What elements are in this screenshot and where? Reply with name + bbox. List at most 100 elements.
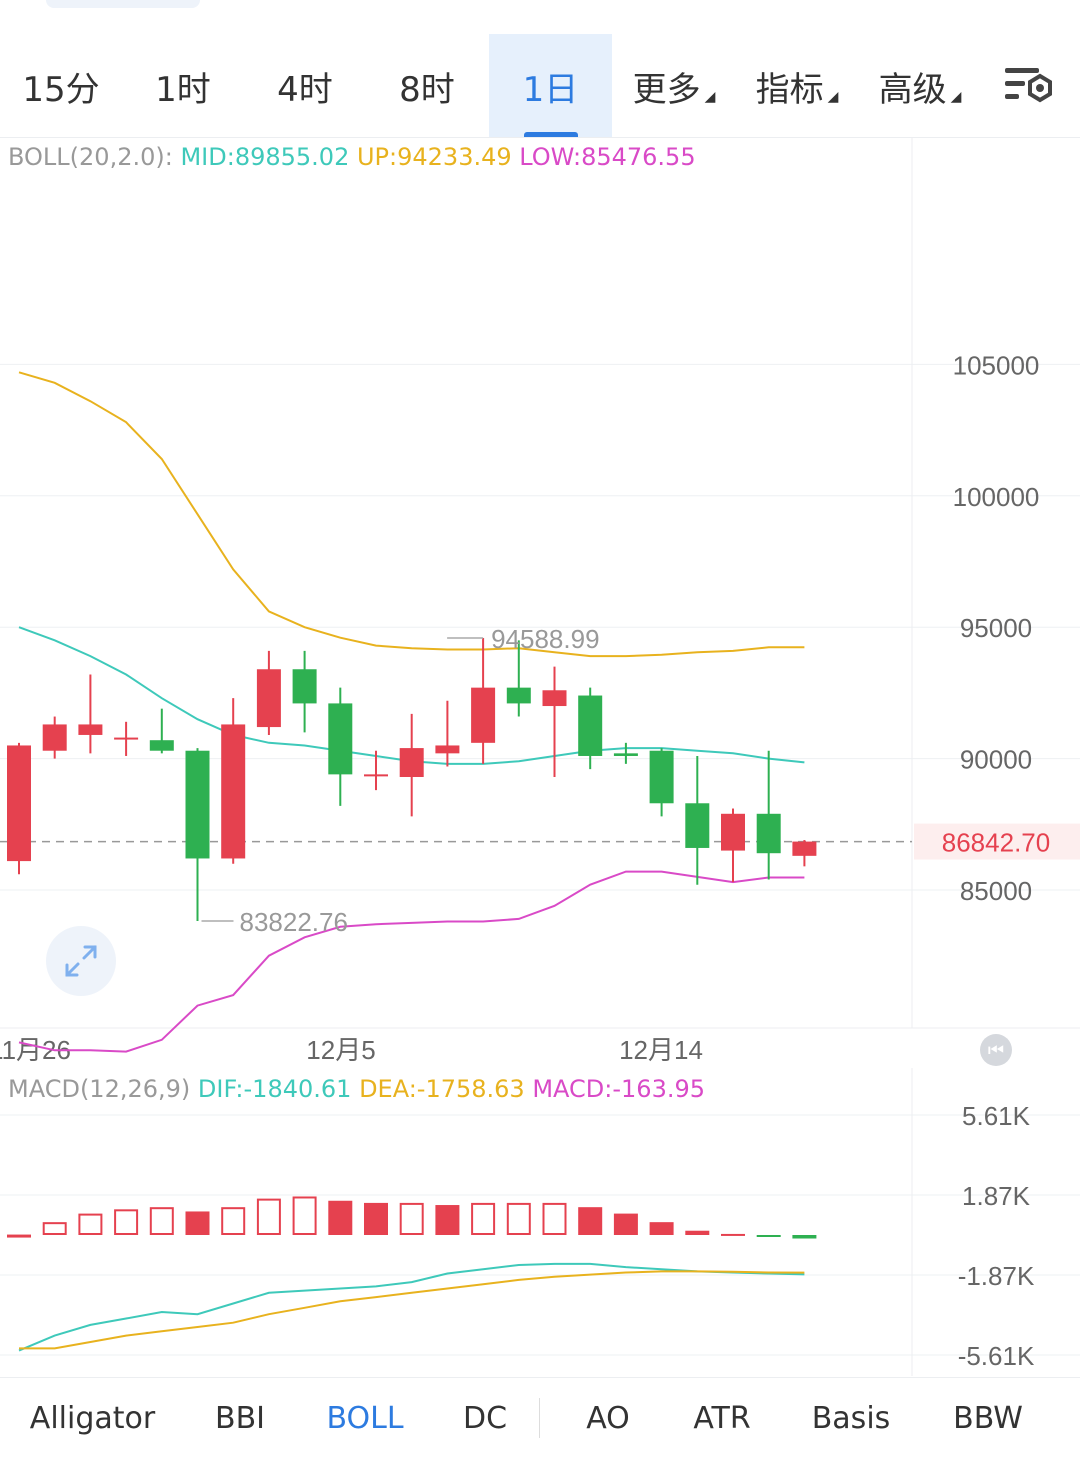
macd-legend: MACD(12,26,9) DIF:-1840.61 DEA:-1758.63 … xyxy=(8,1075,705,1103)
boll-legend-low: LOW:85476.55 xyxy=(519,143,696,171)
macd-histogram-bar xyxy=(721,1233,745,1236)
boll-upper-line xyxy=(18,371,805,658)
macd-histogram-bar xyxy=(435,1205,460,1235)
y-axis-tick-label: 1.87K xyxy=(962,1181,1031,1211)
y-axis-tick-label: -5.61K xyxy=(958,1341,1035,1371)
candle-body xyxy=(364,774,388,777)
macd-dif-line xyxy=(18,1262,805,1352)
chart-canvas[interactable]: 10500010000095000900008500011月2612月512月1… xyxy=(0,0,1080,1378)
rewind-icon: ⏮ xyxy=(987,1039,1005,1061)
macd-histogram-bar xyxy=(399,1202,424,1236)
candle-body xyxy=(649,750,674,804)
macd-dea-line xyxy=(19,1270,805,1350)
indicator-tab-label: BOLL xyxy=(326,1400,404,1436)
tab-label: 高级 xyxy=(878,69,947,110)
indicator-tab-atr[interactable]: ATR xyxy=(666,1378,778,1458)
tab-8h[interactable]: 8时 xyxy=(366,34,488,138)
chart-settings-button[interactable] xyxy=(990,34,1070,138)
tab-label: 8时 xyxy=(399,69,455,110)
y-axis-tick-label: 5.61K xyxy=(962,1101,1031,1131)
divider xyxy=(0,1377,1080,1378)
divider xyxy=(0,137,1080,138)
macd-histogram-bar xyxy=(292,1196,317,1235)
indicator-tab-label: BBW xyxy=(953,1400,1023,1436)
indicator-tab-bbw[interactable]: BBW xyxy=(924,1378,1052,1458)
candle-body xyxy=(42,724,67,751)
period-tabbar: 15分 1时 4时 8时 1日 更多 ◢ 指标 ◢ 高级 ◢ xyxy=(0,34,1080,138)
y-axis-tick-label: 100000 xyxy=(953,482,1040,512)
tab-label: 更多 xyxy=(632,69,701,110)
candle-body xyxy=(792,841,817,856)
candle-body xyxy=(114,737,139,740)
macd-histogram-bar xyxy=(756,1235,781,1237)
indicator-tab-ao[interactable]: AO xyxy=(550,1378,666,1458)
y-axis-tick-label: 90000 xyxy=(960,745,1032,775)
tab-indicators[interactable]: 指标 ◢ xyxy=(736,34,858,138)
indicator-tab-label: Alligator xyxy=(29,1400,156,1436)
candle-body xyxy=(471,687,496,743)
macd-histogram-bar xyxy=(471,1202,496,1236)
expand-chart-button[interactable] xyxy=(46,926,116,996)
macd-legend-name: MACD(12,26,9) xyxy=(8,1075,191,1103)
candle-body xyxy=(506,687,531,704)
candle-body xyxy=(399,748,424,777)
indicator-tab-bbi[interactable]: BBI xyxy=(185,1378,295,1458)
tab-separator xyxy=(539,1398,540,1438)
y-axis-tick-label: -1.87K xyxy=(958,1261,1035,1291)
macd-histogram-bar xyxy=(542,1202,567,1236)
indicator-tab-dc[interactable]: DC xyxy=(430,1378,540,1458)
candle-body xyxy=(685,803,710,848)
boll-lower-line xyxy=(18,870,805,1053)
tab-label: 4时 xyxy=(277,69,333,110)
y-axis-tick-label: 105000 xyxy=(953,350,1040,380)
dropdown-caret-icon: ◢ xyxy=(704,89,716,105)
macd-histogram-bar xyxy=(42,1222,67,1236)
candle-body xyxy=(542,690,567,707)
current-price-label: 86842.70 xyxy=(942,828,1050,858)
macd-histogram-bar xyxy=(114,1209,139,1235)
macd-histogram-bar xyxy=(364,1202,388,1235)
macd-legend-dea: DEA:-1758.63 xyxy=(359,1075,525,1103)
indicator-tabbar: Alligator BBI BOLL DC AO ATR Basis BBW xyxy=(0,1378,1080,1460)
tab-1d[interactable]: 1日 xyxy=(489,34,612,138)
macd-histogram-bar xyxy=(649,1222,674,1235)
macd-histogram-bar xyxy=(328,1200,353,1235)
scroll-to-latest-button[interactable]: ⏮ xyxy=(980,1034,1012,1066)
macd-legend-macd: MACD:-163.95 xyxy=(532,1075,706,1103)
macd-histogram-bar xyxy=(685,1230,710,1235)
dropdown-caret-icon: ◢ xyxy=(827,89,839,105)
dropdown-caret-icon: ◢ xyxy=(950,89,962,105)
active-tab-underline xyxy=(523,132,578,138)
indicator-tab-label: AO xyxy=(586,1400,630,1436)
candle-body xyxy=(221,724,246,859)
macd-histogram-bar xyxy=(256,1198,281,1235)
tab-label: 指标 xyxy=(755,69,824,110)
boll-legend-mid: MID:89855.02 xyxy=(180,143,350,171)
tab-label: 1时 xyxy=(155,69,211,110)
tab-4h[interactable]: 4时 xyxy=(244,34,366,138)
macd-histogram-bar xyxy=(149,1207,174,1236)
tab-1h[interactable]: 1时 xyxy=(122,34,244,138)
candle-body xyxy=(328,703,353,775)
tab-15min[interactable]: 15分 xyxy=(0,34,122,138)
y-axis-tick-label: 95000 xyxy=(960,613,1032,643)
tab-advanced[interactable]: 高级 ◢ xyxy=(858,34,982,138)
candle-body xyxy=(756,813,781,854)
indicator-tab-label: ATR xyxy=(693,1400,751,1436)
candle-body xyxy=(613,753,638,756)
macd-histogram-bar xyxy=(613,1213,638,1235)
tab-more[interactable]: 更多 ◢ xyxy=(612,34,736,138)
top-handle xyxy=(46,0,200,8)
macd-histogram-bar xyxy=(185,1211,210,1235)
chart-settings-icon xyxy=(1005,68,1052,103)
x-axis-tick-label: 12月14 xyxy=(619,1035,703,1065)
candle-body xyxy=(435,745,460,754)
indicator-tab-basis[interactable]: Basis xyxy=(778,1378,924,1458)
expand-arrows-icon xyxy=(65,945,97,977)
indicator-tab-label: Basis xyxy=(811,1400,891,1436)
high-marker-label: 94588.99 xyxy=(491,624,599,654)
indicator-tab-alligator[interactable]: Alligator xyxy=(0,1378,185,1458)
tab-label: 1日 xyxy=(522,69,579,110)
indicator-tab-label: DC xyxy=(462,1400,508,1436)
indicator-tab-boll[interactable]: BOLL xyxy=(300,1378,430,1458)
